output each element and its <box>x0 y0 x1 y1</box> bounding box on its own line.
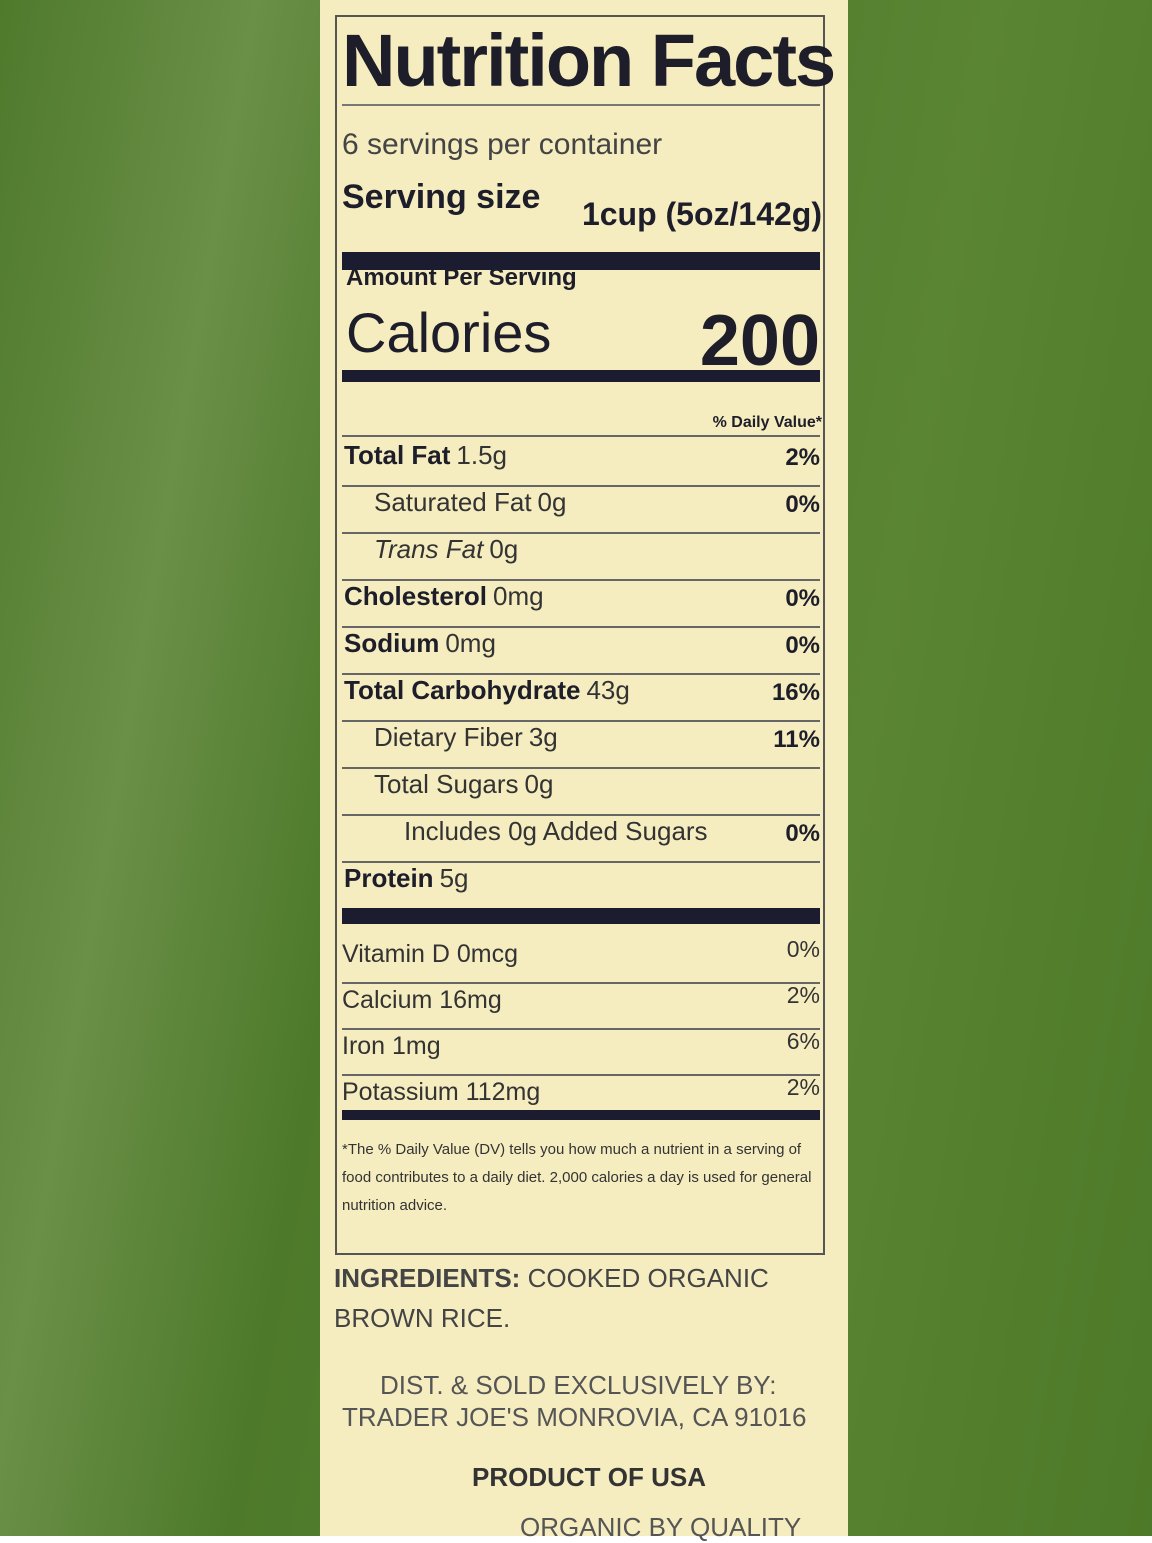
nutrient-amount: 5g <box>439 863 469 893</box>
serving-size-value: 1cup (5oz/142g) <box>581 196 822 232</box>
daily-value: 16% <box>771 679 820 706</box>
rule <box>342 982 820 984</box>
servings: 6 servings per container <box>342 128 663 161</box>
ingredients-heading: INGREDIENTS: <box>334 1263 521 1293</box>
daily-value: 6% <box>786 1028 820 1054</box>
rule <box>342 532 820 534</box>
thick-rule <box>342 370 820 382</box>
nutrient-name: Cholesterol 0mg <box>344 581 544 611</box>
daily-value: 2% <box>785 444 820 471</box>
rule <box>342 1074 820 1076</box>
ingredients-text: COOKED ORGANIC BROWN RICE. <box>334 1263 769 1333</box>
nutrition-box <box>335 15 825 1255</box>
rule <box>342 767 820 769</box>
nutrient-amount: 1.5g <box>456 440 508 470</box>
distributor-line: TRADER JOE'S MONROVIA, CA 91016 <box>342 1402 807 1432</box>
daily-value: 0% <box>785 491 820 518</box>
nutrient-amount: 0mg <box>445 628 496 658</box>
daily-value: 0% <box>785 820 820 847</box>
daily-value: 2% <box>786 982 820 1008</box>
rule <box>342 626 820 628</box>
nutrient-name: Protein 5g <box>344 863 469 893</box>
title: Nutrition Facts <box>342 19 836 102</box>
nutrient-name: Total Sugars 0g <box>374 769 554 799</box>
rule <box>342 673 820 675</box>
amount-per-serving: Amount Per Serving <box>346 264 577 291</box>
vitamin-name: Vitamin D 0mcg <box>342 940 518 968</box>
dv-header: % Daily Value* <box>712 414 822 431</box>
nutrient-amount: 0g <box>537 487 567 517</box>
nutrient-name: Sodium 0mg <box>344 628 496 658</box>
origin: PRODUCT OF USA <box>472 1462 706 1492</box>
nutrient-name: Dietary Fiber 3g <box>374 722 558 752</box>
nutrient-name: Total Carbohydrate 43g <box>344 675 630 705</box>
distributor-line: DIST. & SOLD EXCLUSIVELY BY: <box>380 1370 777 1400</box>
rule <box>342 720 820 722</box>
nutrient-name: Includes 0g Added Sugars <box>404 816 708 846</box>
nutrient-name: Total Fat 1.5g <box>344 440 508 470</box>
nutrient-amount: 3g <box>528 722 558 752</box>
calories-value: 200 <box>699 301 820 381</box>
vitamin-name: Iron 1mg <box>342 1032 441 1060</box>
nutrient-amount: 0mg <box>493 581 544 611</box>
daily-value: 0% <box>785 585 820 612</box>
nutrient-name: Trans Fat 0g <box>374 534 519 564</box>
daily-value: 0% <box>786 936 820 962</box>
thick-rule <box>342 252 820 270</box>
rule <box>342 1028 820 1030</box>
rule <box>342 814 820 816</box>
nutrient-amount: 43g <box>586 675 630 705</box>
daily-value: 0% <box>785 632 820 659</box>
footnote: *The % Daily Value (DV) tells you how mu… <box>342 1141 812 1214</box>
serving-size-label: Serving size <box>342 178 541 216</box>
nutrient-name: Saturated Fat 0g <box>374 487 567 517</box>
thick-rule <box>342 908 820 924</box>
calories-label: Calories <box>346 301 552 364</box>
rule <box>342 485 820 487</box>
ingredients: INGREDIENTS: COOKED ORGANIC BROWN RICE. <box>334 1258 804 1338</box>
thick-rule <box>342 1110 820 1120</box>
nutrient-amount: 0g <box>489 534 519 564</box>
bottom-text: ORGANIC BY QUALITY <box>520 1512 802 1542</box>
rule <box>342 104 820 106</box>
vitamin-name: Potassium 112mg <box>342 1078 541 1106</box>
nutrient-amount: 0g <box>524 769 554 799</box>
rule <box>342 861 820 863</box>
vitamin-name: Calcium 16mg <box>342 986 502 1014</box>
daily-value: 2% <box>786 1074 820 1100</box>
daily-value: 11% <box>773 726 820 753</box>
rule <box>342 579 820 581</box>
rule <box>342 435 820 437</box>
